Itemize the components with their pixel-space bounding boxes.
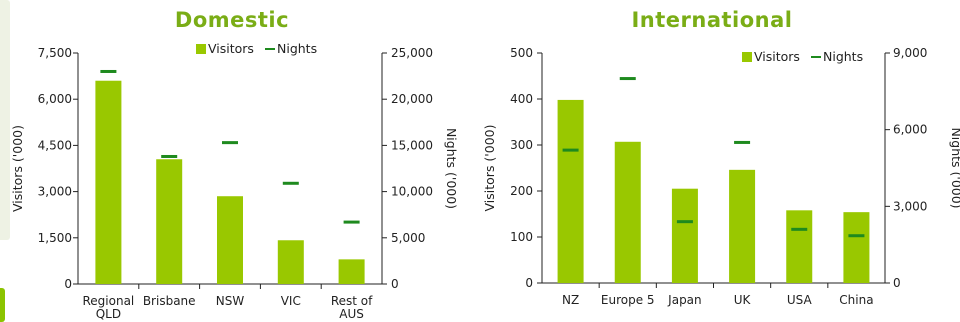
chart2-right-tick-label: 0 [893, 276, 901, 290]
chart2-legend-visitors-label: Visitors [754, 49, 800, 64]
side-accent-tab[interactable] [0, 288, 5, 322]
chart2-category-label: Europe 5 [601, 293, 655, 307]
chart1-category-label: VIC [281, 294, 301, 308]
chart2-bar-visitors [843, 212, 870, 283]
chart2-category-label: UK [734, 293, 752, 307]
chart2-title: International [631, 8, 792, 32]
chart1-bar-visitors [338, 259, 365, 284]
chart2-bar-visitors [557, 99, 584, 283]
chart1-left-tick-label: 3,000 [38, 185, 72, 199]
chart1-marker-nights [161, 154, 178, 158]
chart1-y-axis-label: Visitors ('000) [10, 125, 25, 212]
chart2-marker-nights [734, 140, 751, 144]
chart1-y2-axis-label: Nights ('000) [444, 128, 459, 209]
chart2-marker-nights [791, 227, 808, 231]
chart2-bar-visitors [729, 169, 756, 283]
chart2-left-tick-label: 100 [510, 230, 533, 244]
chart1-title: Domestic [175, 8, 289, 32]
chart1-bar-visitors [217, 196, 243, 284]
chart1-category-label: NSW [216, 294, 245, 308]
chart2-category-label: Japan [667, 293, 701, 307]
chart2-category-label: USA [787, 293, 813, 307]
chart1-marker-nights [100, 69, 117, 73]
chart1-bar-visitors [277, 240, 304, 284]
chart2-bar-visitors [786, 210, 813, 283]
chart1-marker-nights [343, 220, 360, 224]
chart2-left-tick-label: 300 [510, 138, 533, 152]
chart1-bar-visitors [156, 159, 183, 284]
chart2-right-tick-label: 9,000 [893, 46, 927, 60]
chart1-right-tick-label: 15,000 [391, 138, 433, 152]
chart1-right-tick-label: 10,000 [391, 185, 433, 199]
chart1-marker-nights [282, 181, 299, 185]
chart1-marker-nights [222, 141, 238, 145]
side-panel-tab [0, 0, 10, 240]
chart2-bar-visitors [614, 141, 641, 283]
chart1-right-tick-label: 20,000 [391, 92, 433, 106]
chart1-legend-visitors-label: Visitors [208, 41, 254, 56]
chart2-left-tick-label: 500 [510, 46, 533, 60]
chart2-marker-nights [619, 77, 636, 81]
chart2-right-tick-label: 6,000 [893, 123, 927, 137]
chart1-legend-visitors-swatch [196, 44, 206, 54]
chart2-y-axis-label: Visitors ('000) [482, 125, 497, 212]
chart2-left-tick-label: 400 [510, 92, 533, 106]
chart2-left-tick-label: 200 [510, 184, 533, 198]
chart1-category-label: Regional QLD [83, 294, 135, 321]
chart2-bar-visitors [671, 188, 698, 283]
chart2-category-label: NZ [562, 293, 579, 307]
chart2-marker-nights [676, 220, 693, 224]
chart1-right-tick-label: 25,000 [391, 46, 433, 60]
chart2-right-tick-label: 3,000 [893, 199, 927, 213]
chart1-left-tick-label: 0 [64, 277, 72, 291]
chart1-bar-visitors [95, 80, 122, 284]
chart2-marker-nights [562, 148, 579, 152]
chart2-y2-axis-label: Nights ('000) [949, 127, 960, 208]
chart2-left-tick-label: 0 [525, 276, 533, 290]
chart1-right-tick-label: 0 [391, 277, 399, 291]
chart1-left-tick-label: 7,500 [38, 46, 72, 60]
chart1-left-tick-label: 6,000 [38, 92, 72, 106]
chart1-legend-nights-label: Nights [277, 41, 317, 56]
chart1-category-label: Brisbane [143, 294, 196, 308]
chart2-legend-visitors-swatch [742, 52, 752, 62]
chart1-left-tick-label: 4,500 [38, 138, 72, 152]
chart2-marker-nights [848, 234, 865, 238]
chart1-right-tick-label: 5,000 [391, 231, 425, 245]
chart1-category-label: Rest of AUS [331, 294, 373, 321]
chart2-legend-nights-label: Nights [823, 49, 863, 64]
chart2-category-label: China [839, 293, 873, 307]
chart1-left-tick-label: 1,500 [38, 231, 72, 245]
